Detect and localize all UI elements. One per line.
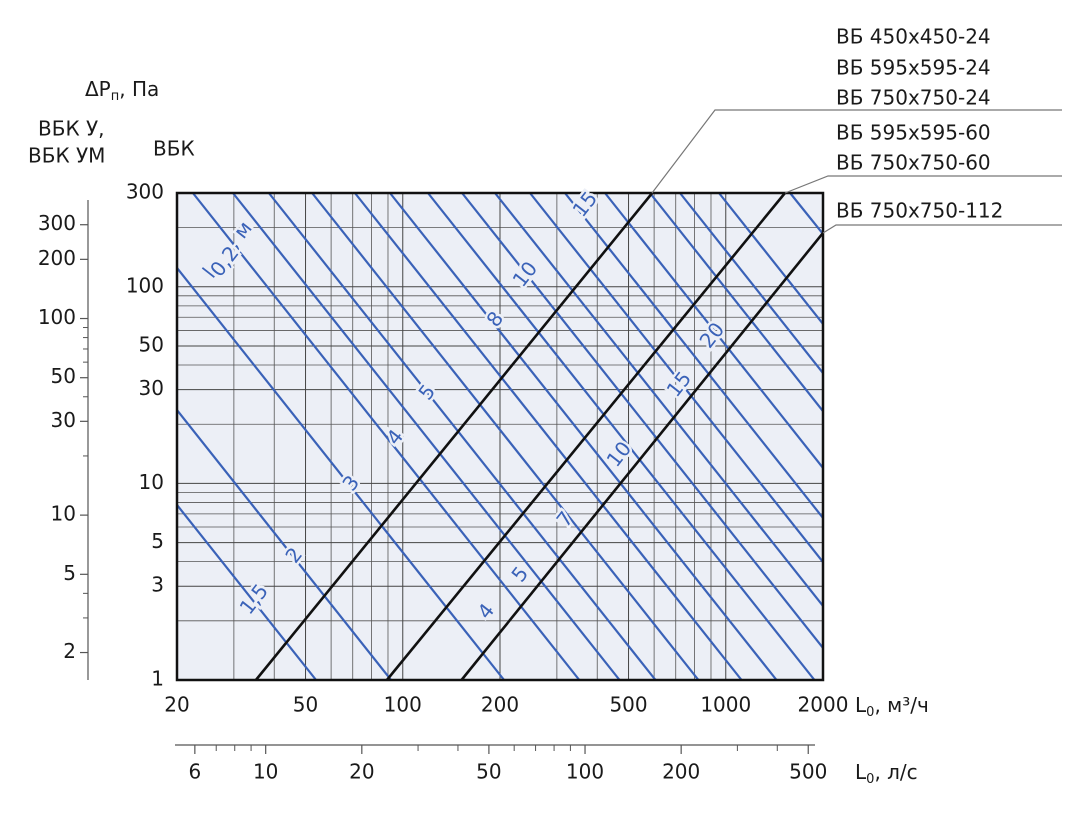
x2-label-main: L (855, 760, 867, 784)
y-tick-label: 50 (139, 332, 164, 356)
y2-tick-label: 5 (63, 561, 76, 585)
x-label-main: L (855, 693, 867, 717)
series-label: ВБ 750x750-112 (836, 199, 1003, 223)
leader-line (822, 224, 1062, 234)
y-tick-label: 30 (139, 376, 164, 400)
x2-tick-label: 10 (253, 760, 278, 784)
y2-tick-label: 300 (38, 211, 76, 235)
x2-axis-label: L0, л/с (855, 760, 918, 787)
throw-line (232, 192, 621, 681)
throw-line (427, 192, 816, 681)
plot (175, 191, 825, 682)
series-label: ВБ 750x750-60 (836, 151, 991, 175)
plot-border (175, 191, 825, 682)
x-label-sub: 0 (866, 705, 874, 720)
throw-line (604, 192, 824, 469)
y-tick-label: 300 (126, 180, 164, 204)
throw-line (649, 192, 824, 412)
y2-tick-label: 100 (38, 305, 76, 329)
series-label: ВБ 450x450-24 (836, 25, 991, 49)
x-axis-label: L0, м³/ч (855, 693, 929, 720)
y2-tick-label: 200 (38, 246, 76, 270)
throw-line (389, 192, 778, 681)
x2-label-unit: , л/с (874, 760, 917, 784)
series-label: ВБ 595x595-60 (836, 121, 991, 145)
y-header: ВБК (153, 137, 195, 161)
throw-line (354, 192, 743, 681)
series-label: ВБ 750x750-24 (836, 86, 991, 110)
x-tick-label: 2000 (798, 693, 849, 717)
series-label: ВБ 595x595-24 (836, 56, 991, 80)
y2-header: ВБК УМ (28, 144, 105, 168)
x-tick-label: 50 (293, 693, 318, 717)
series-line (385, 192, 786, 681)
y-tick-label: 5 (151, 529, 164, 553)
x2-tick-label: 500 (789, 760, 827, 784)
throw-line (311, 192, 700, 681)
y-tick-label: 1 (151, 667, 164, 691)
y2-tick-label: 50 (51, 364, 76, 388)
y2-tick-label: 10 (51, 502, 76, 526)
throw-line (268, 192, 657, 681)
x2-tick-label: 6 (188, 760, 201, 784)
y-axis-label: ΔPп, Па (85, 77, 159, 104)
x2-label-sub: 0 (866, 772, 874, 787)
x2-tick-label: 100 (566, 760, 604, 784)
x-tick-label: 500 (609, 693, 647, 717)
y-label-main: ΔP (85, 77, 111, 101)
throw-line (494, 192, 824, 607)
throw-line (718, 192, 824, 325)
y-tick-label: 100 (126, 273, 164, 297)
y-tick-label: 10 (139, 470, 164, 494)
y2-tick-label: 2 (63, 639, 76, 663)
leader-line (651, 109, 1062, 194)
x-tick-label: 20 (164, 693, 189, 717)
x-label-unit: , м³/ч (874, 693, 928, 717)
x2-tick-label: 20 (349, 760, 374, 784)
throw-line (679, 192, 824, 374)
throw-line (529, 192, 824, 563)
throw-line (461, 192, 824, 649)
y-label-unit: , Па (119, 77, 159, 101)
series-line (460, 232, 825, 681)
x2-tick-label: 200 (662, 760, 700, 784)
throw-line (176, 504, 317, 681)
y2-header: ВБК У, (38, 117, 105, 141)
x-tick-label: 100 (384, 693, 422, 717)
throw-line (176, 267, 505, 681)
series-line (254, 192, 654, 681)
throw-line (192, 192, 581, 681)
throw-line (789, 192, 824, 235)
leader-line (784, 175, 1062, 194)
y-tick-label: 3 (151, 573, 164, 597)
y2-tick-label: 30 (51, 408, 76, 432)
x-tick-label: 1000 (700, 693, 751, 717)
throw-line (176, 409, 392, 681)
x-tick-label: 200 (481, 693, 519, 717)
y-label-sub: п (111, 89, 120, 104)
x2-tick-label: 50 (476, 760, 501, 784)
